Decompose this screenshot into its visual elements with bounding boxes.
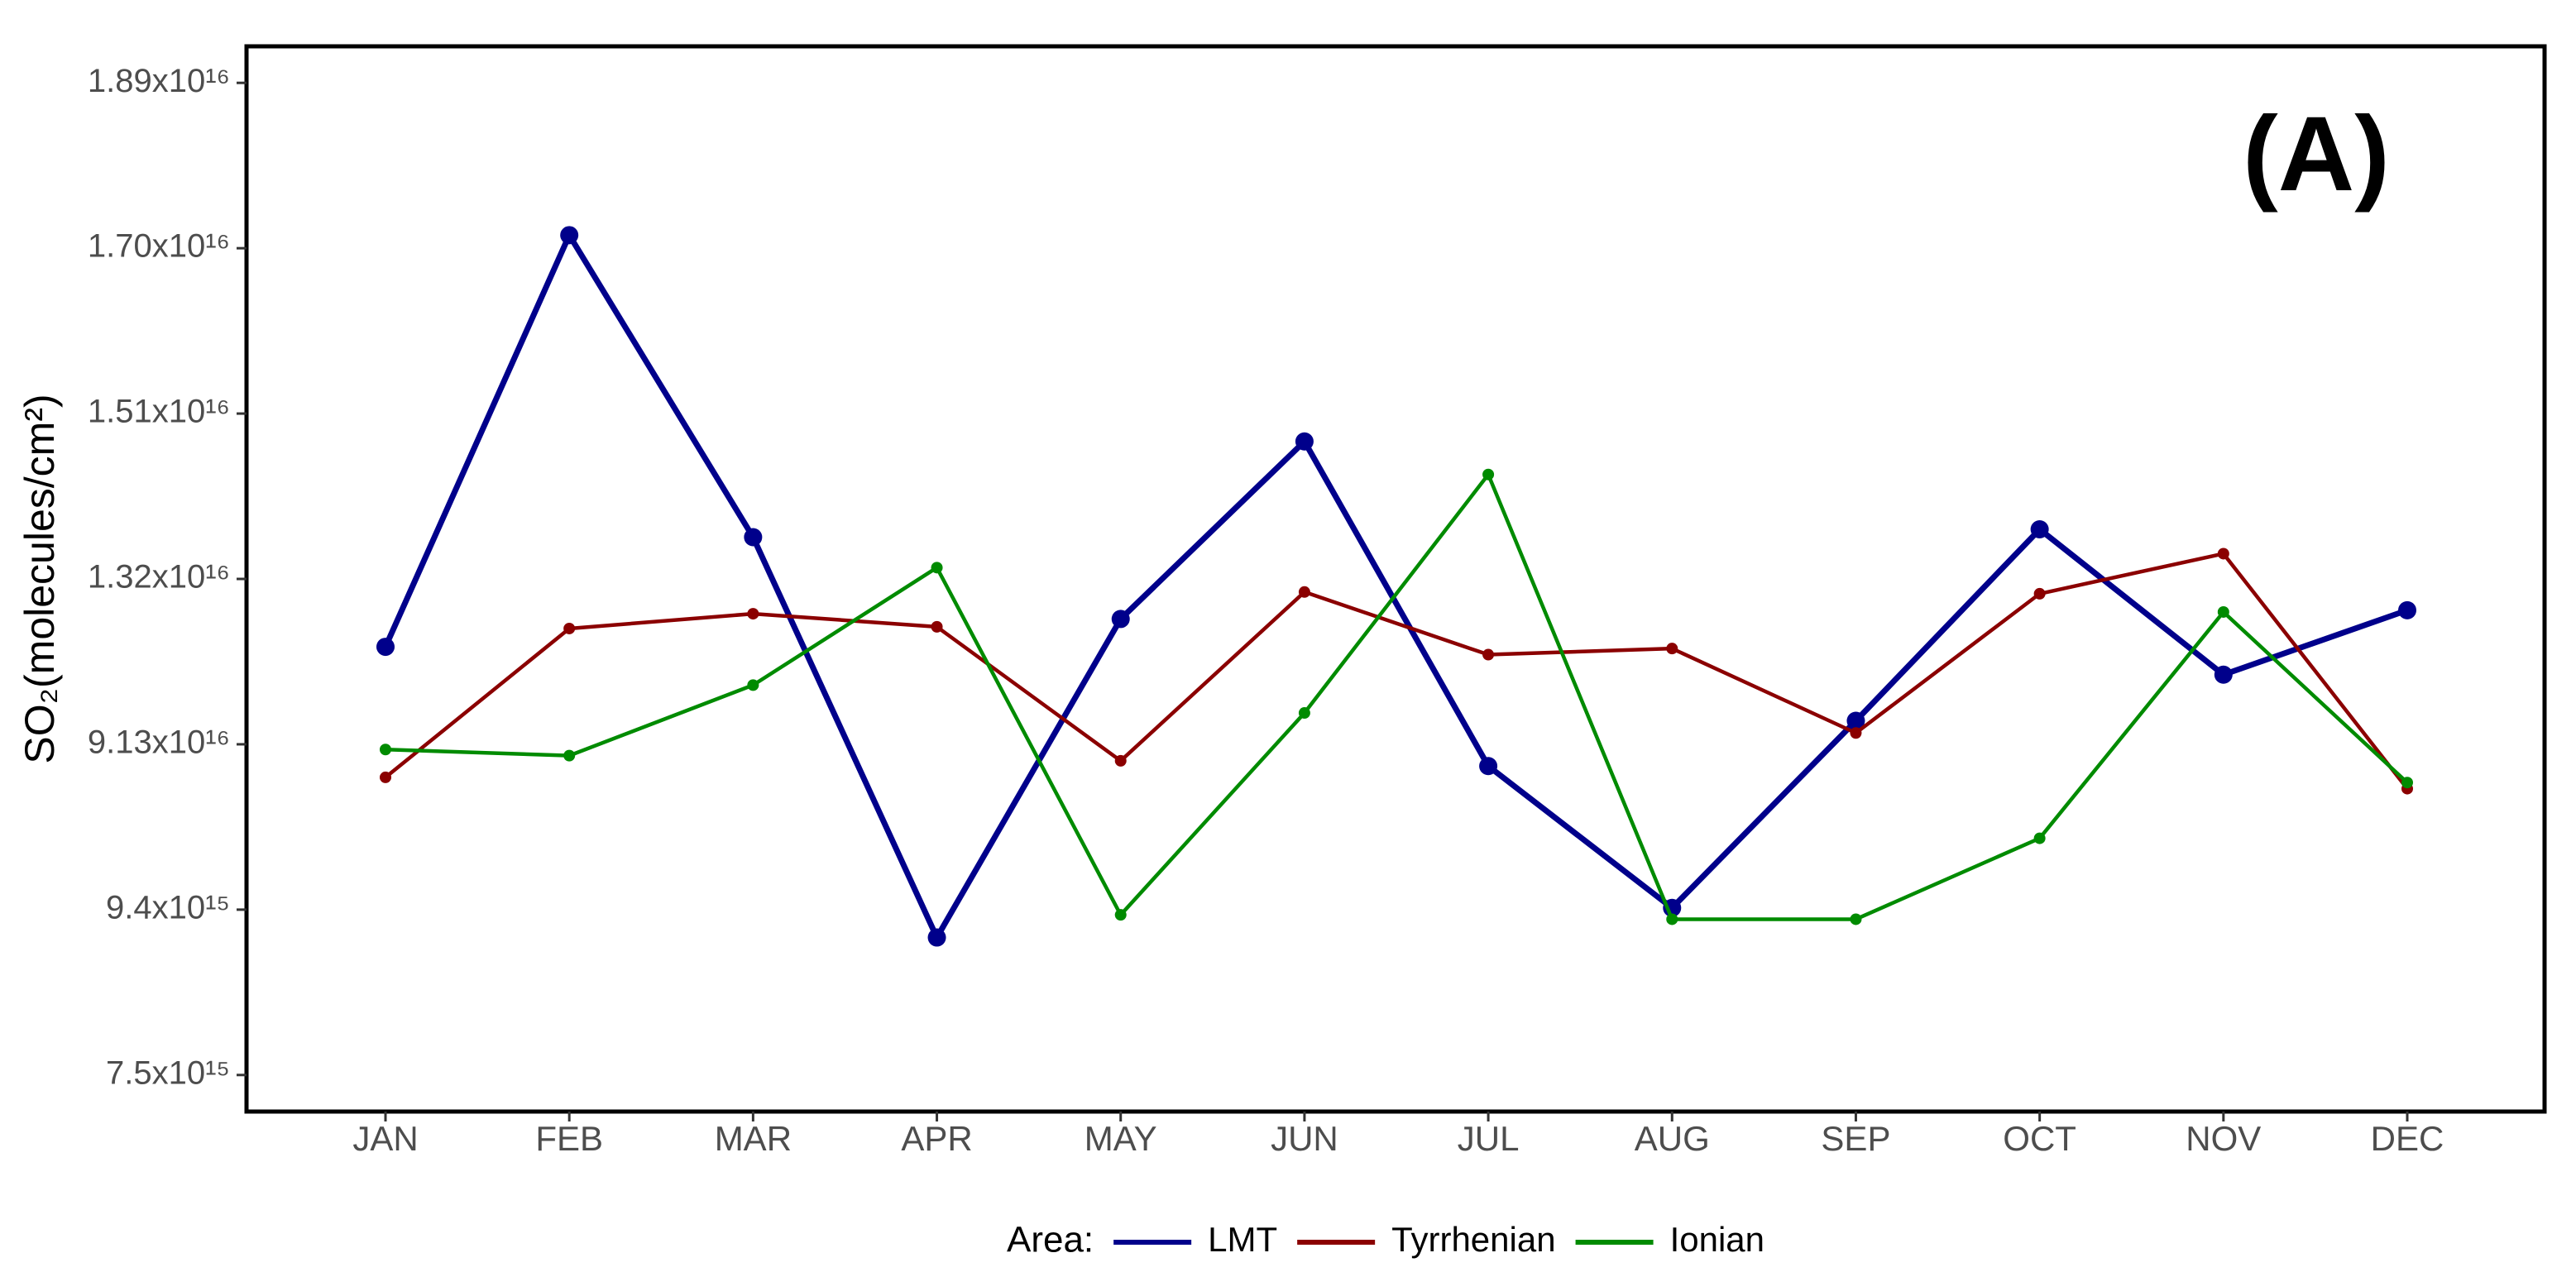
data-point: [2033, 832, 2046, 844]
data-point: [1479, 757, 1498, 776]
x-tick-label: APR: [901, 1119, 972, 1158]
data-point: [2217, 548, 2229, 560]
data-point: [931, 562, 943, 574]
data-point: [931, 620, 943, 633]
data-point: [1298, 586, 1310, 598]
data-point: [747, 679, 759, 691]
data-point: [563, 622, 576, 634]
series-line: [382, 232, 2409, 941]
y-tick-label: 1.32x10¹⁶: [88, 559, 230, 595]
data-point: [2398, 600, 2416, 619]
data-point: [1295, 432, 1314, 451]
panel-label: (A): [2243, 95, 2390, 213]
data-point: [380, 744, 391, 756]
legend-label: LMT: [1208, 1220, 1277, 1259]
y-tick-label: 9.13x10¹⁶: [88, 724, 230, 760]
plot-frame: [244, 44, 2547, 1114]
x-tick-label: JUL: [1458, 1119, 1520, 1158]
data-point: [2214, 665, 2233, 684]
series-line: [384, 552, 2409, 790]
data-point: [2217, 605, 2229, 618]
x-tick-label: NOV: [2186, 1119, 2261, 1158]
legend-label: Tyrrhenian: [1391, 1220, 1555, 1259]
y-tick-label: 1.70x10¹⁶: [88, 228, 230, 265]
data-point: [1114, 909, 1127, 921]
data-point: [1666, 643, 1678, 655]
data-point: [1114, 754, 1127, 767]
x-tick-label: MAY: [1085, 1119, 1157, 1158]
data-point: [2030, 520, 2049, 539]
data-point: [1850, 727, 1862, 739]
data-point: [1846, 711, 1865, 730]
x-tick-label: DEC: [2371, 1119, 2444, 1158]
data-point: [744, 528, 763, 547]
data-point: [560, 226, 579, 245]
legend-title: Area:: [1007, 1220, 1094, 1260]
data-point: [2401, 777, 2413, 789]
y-tick-label: 1.89x10¹⁶: [88, 63, 230, 99]
data-point: [1111, 610, 1130, 629]
data-point: [1482, 648, 1495, 661]
legend-label: Ionian: [1670, 1220, 1764, 1259]
data-point: [376, 638, 395, 657]
data-point: [2033, 587, 2046, 600]
data-point: [1298, 707, 1310, 720]
y-tick-label: 9.4x10¹⁵: [106, 889, 230, 925]
y-tick-label: 7.5x10¹⁵: [106, 1054, 230, 1091]
x-tick-label: AUG: [1635, 1119, 1710, 1158]
data-point: [380, 771, 391, 783]
x-tick-label: JUN: [1271, 1119, 1338, 1158]
data-point: [927, 928, 946, 947]
data-point: [1666, 913, 1678, 925]
data-point: [563, 749, 576, 762]
data-point: [1850, 913, 1862, 925]
y-tick-label: 1.51x10¹⁶: [88, 394, 230, 430]
data-point: [747, 608, 759, 620]
x-tick-label: FEB: [535, 1119, 603, 1158]
x-tick-label: JAN: [352, 1119, 418, 1158]
x-tick-label: SEP: [1821, 1119, 1890, 1158]
x-tick-label: MAR: [715, 1119, 792, 1158]
x-tick-label: OCT: [2003, 1119, 2076, 1158]
series-line: [385, 472, 2409, 921]
y-axis-title: SO₂(molecules/cm²): [17, 394, 63, 763]
data-point: [1482, 468, 1495, 481]
